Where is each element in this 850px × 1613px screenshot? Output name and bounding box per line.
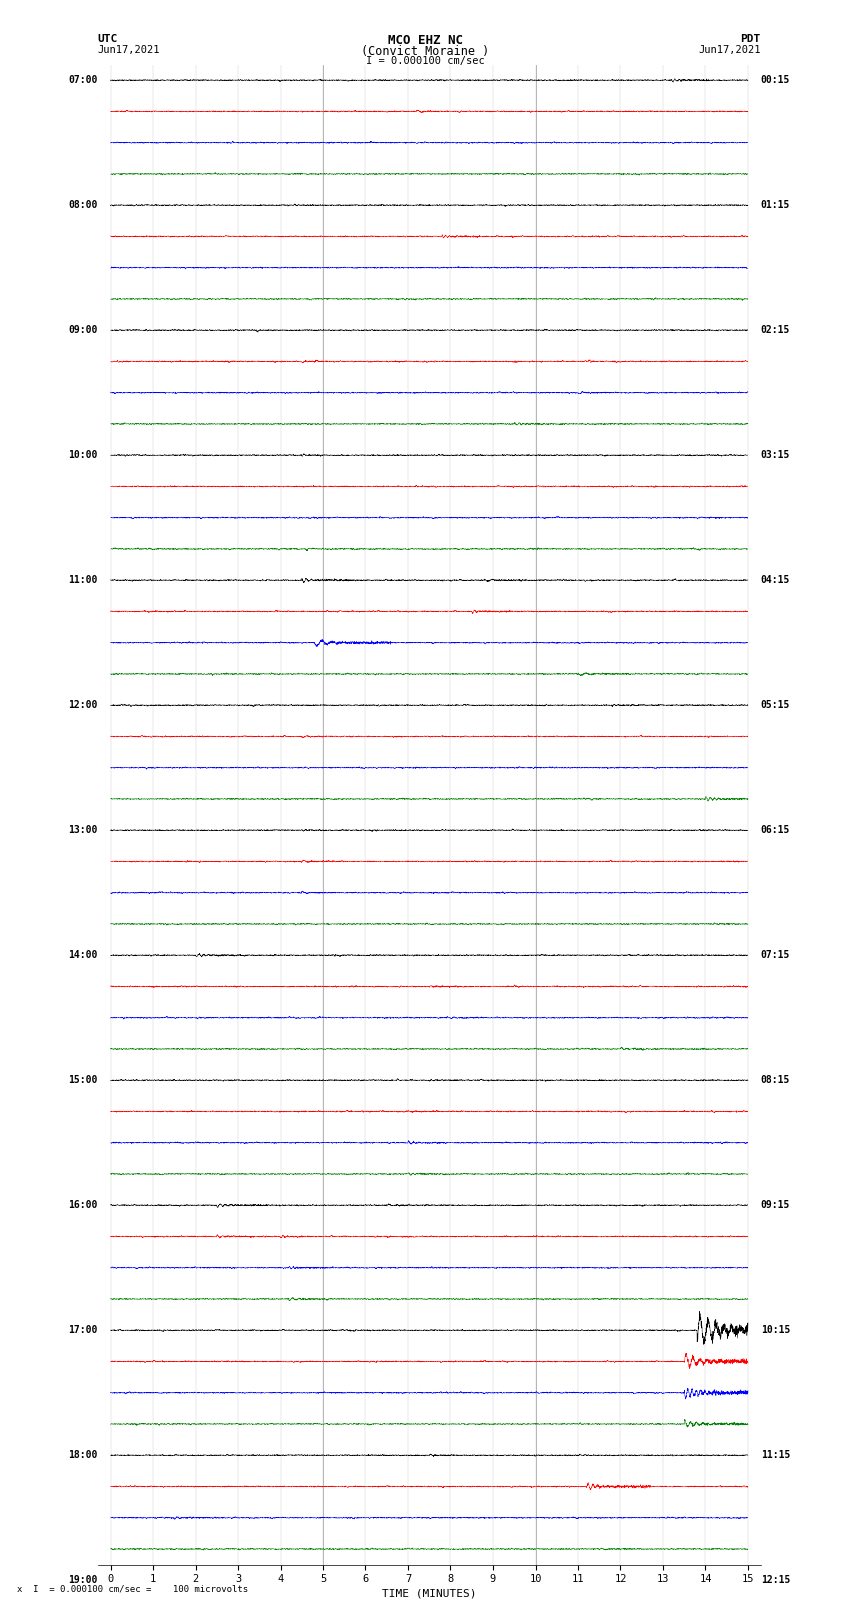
Text: 12:15: 12:15 — [761, 1576, 790, 1586]
Text: 11:15: 11:15 — [761, 1450, 790, 1460]
Text: 10:15: 10:15 — [761, 1326, 790, 1336]
Text: 08:15: 08:15 — [761, 1076, 790, 1086]
Text: 18:00: 18:00 — [68, 1450, 98, 1460]
Text: 01:15: 01:15 — [761, 200, 790, 210]
Text: 19:00: 19:00 — [68, 1576, 98, 1586]
Text: PDT: PDT — [740, 34, 761, 44]
Text: 13:00: 13:00 — [68, 826, 98, 836]
Text: 05:15: 05:15 — [761, 700, 790, 710]
Text: 03:15: 03:15 — [761, 450, 790, 460]
Text: 00:15: 00:15 — [761, 76, 790, 85]
Text: I = 0.000100 cm/sec: I = 0.000100 cm/sec — [366, 56, 484, 66]
Text: 15:00: 15:00 — [68, 1076, 98, 1086]
Text: 09:00: 09:00 — [68, 326, 98, 336]
Text: 12:00: 12:00 — [68, 700, 98, 710]
Text: 16:00: 16:00 — [68, 1200, 98, 1210]
Text: 08:00: 08:00 — [68, 200, 98, 210]
Text: 14:00: 14:00 — [68, 950, 98, 960]
Text: x  I  = 0.000100 cm/sec =    100 microvolts: x I = 0.000100 cm/sec = 100 microvolts — [17, 1584, 248, 1594]
Text: MCO EHZ NC: MCO EHZ NC — [388, 34, 462, 47]
Text: 04:15: 04:15 — [761, 576, 790, 586]
Text: (Convict Moraine ): (Convict Moraine ) — [361, 45, 489, 58]
Text: 07:00: 07:00 — [68, 76, 98, 85]
Text: 02:15: 02:15 — [761, 326, 790, 336]
Text: 10:00: 10:00 — [68, 450, 98, 460]
Text: 17:00: 17:00 — [68, 1326, 98, 1336]
Text: UTC: UTC — [98, 34, 118, 44]
X-axis label: TIME (MINUTES): TIME (MINUTES) — [382, 1589, 477, 1598]
Text: 06:15: 06:15 — [761, 826, 790, 836]
Text: Jun17,2021: Jun17,2021 — [98, 45, 161, 55]
Text: 07:15: 07:15 — [761, 950, 790, 960]
Text: 11:00: 11:00 — [68, 576, 98, 586]
Text: 09:15: 09:15 — [761, 1200, 790, 1210]
Text: Jun17,2021: Jun17,2021 — [698, 45, 761, 55]
